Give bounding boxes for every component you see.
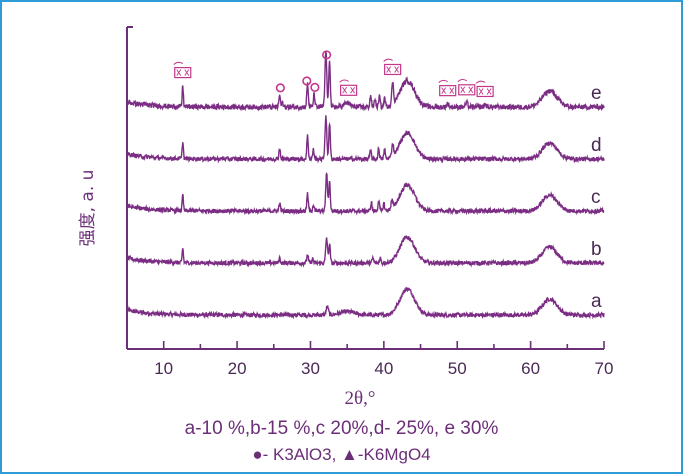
series-label-b: b: [591, 239, 602, 260]
marker-circle-2: [310, 82, 320, 92]
axes: [126, 26, 604, 350]
marker-box-7: [438, 79, 457, 97]
series-labels: a b c d e: [591, 83, 602, 312]
x-tick-label: 60: [521, 359, 540, 378]
caption-phase-legend: ●- K3AlO3, ▲-K6MgO4: [252, 445, 431, 464]
x-tick-label: 40: [374, 359, 393, 378]
phase-markers: [173, 50, 494, 98]
marker-circle-0: [275, 83, 285, 93]
series-label-d: d: [591, 135, 602, 156]
marker-box-8: [457, 79, 476, 96]
marker-box-9: [475, 80, 494, 98]
pattern-curve-a: [126, 286, 605, 320]
x-tick-label: 20: [228, 359, 247, 378]
marker-box-4: [173, 61, 192, 79]
x-tick-label: 70: [595, 359, 614, 378]
caption-concentrations: a-10 %,b-15 %,c 20%,d- 25%, e 30%: [184, 418, 499, 439]
x-tick-label: 50: [448, 359, 467, 378]
marker-box-6: [383, 58, 402, 76]
pattern-curves: [126, 50, 605, 320]
x-tick-label: 10: [154, 359, 173, 378]
pattern-curve-c: [126, 172, 605, 216]
marker-circle-1: [302, 76, 312, 86]
y-axis-label: 强度, a. u: [78, 170, 98, 247]
marker-box-5: [339, 79, 358, 96]
x-axis-label: 2θ,°: [345, 388, 376, 409]
marker-circle-3: [322, 50, 332, 60]
series-label-e: e: [591, 83, 602, 104]
x-tick-label: 30: [301, 359, 320, 378]
series-label-a: a: [591, 291, 602, 312]
pattern-curve-b: [126, 235, 605, 268]
pattern-curve-d: [126, 115, 605, 164]
series-label-c: c: [591, 187, 601, 208]
x-ticks: 10 20 30 40 50 60 70: [154, 341, 613, 378]
pattern-curve-e: [126, 50, 605, 112]
